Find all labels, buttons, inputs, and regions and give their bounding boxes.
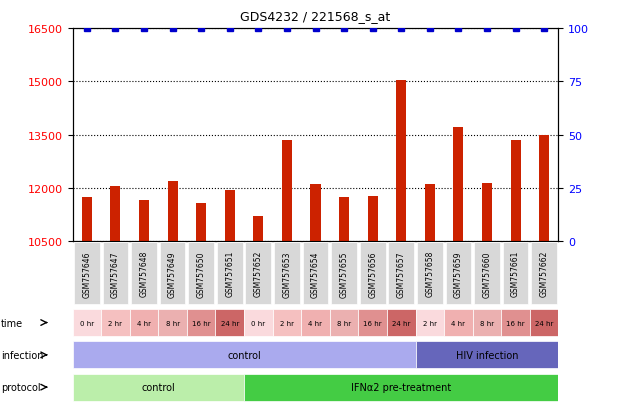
Text: 8 hr: 8 hr — [480, 320, 494, 326]
Text: GSM757657: GSM757657 — [397, 250, 406, 297]
FancyBboxPatch shape — [101, 309, 130, 336]
Text: GSM757654: GSM757654 — [311, 250, 320, 297]
Text: 24 hr: 24 hr — [535, 320, 553, 326]
Text: time: time — [1, 318, 23, 328]
FancyBboxPatch shape — [330, 309, 358, 336]
FancyBboxPatch shape — [73, 342, 416, 368]
FancyBboxPatch shape — [301, 309, 330, 336]
Text: GSM757656: GSM757656 — [368, 250, 377, 297]
Text: 4 hr: 4 hr — [309, 320, 322, 326]
Text: HIV infection: HIV infection — [456, 350, 518, 360]
Bar — [196, 203, 206, 413]
FancyBboxPatch shape — [501, 309, 530, 336]
Bar — [454, 128, 463, 413]
FancyBboxPatch shape — [244, 374, 558, 401]
Text: 8 hr: 8 hr — [337, 320, 351, 326]
FancyBboxPatch shape — [387, 309, 416, 336]
Bar — [139, 201, 149, 413]
Bar — [539, 135, 549, 413]
Text: GSM757650: GSM757650 — [197, 250, 206, 297]
Text: 24 hr: 24 hr — [221, 320, 239, 326]
FancyBboxPatch shape — [530, 309, 558, 336]
FancyBboxPatch shape — [273, 309, 301, 336]
Text: 2 hr: 2 hr — [280, 320, 294, 326]
Text: protocol: protocol — [1, 382, 41, 392]
Text: 0 hr: 0 hr — [80, 320, 94, 326]
Text: 2 hr: 2 hr — [109, 320, 122, 326]
Text: IFNα2 pre-treatment: IFNα2 pre-treatment — [351, 382, 451, 392]
FancyBboxPatch shape — [474, 243, 500, 304]
Text: 8 hr: 8 hr — [165, 320, 180, 326]
Text: GSM757646: GSM757646 — [83, 250, 91, 297]
Bar — [110, 187, 121, 413]
Text: 16 hr: 16 hr — [506, 320, 525, 326]
Text: 4 hr: 4 hr — [137, 320, 151, 326]
Text: control: control — [141, 382, 175, 392]
FancyBboxPatch shape — [74, 243, 100, 304]
FancyBboxPatch shape — [531, 243, 557, 304]
FancyBboxPatch shape — [303, 243, 328, 304]
FancyBboxPatch shape — [331, 243, 357, 304]
FancyBboxPatch shape — [245, 243, 271, 304]
Text: 0 hr: 0 hr — [251, 320, 266, 326]
FancyBboxPatch shape — [503, 243, 528, 304]
FancyBboxPatch shape — [473, 309, 501, 336]
Bar — [425, 185, 435, 413]
Text: 2 hr: 2 hr — [423, 320, 437, 326]
FancyBboxPatch shape — [188, 243, 214, 304]
Text: GSM757647: GSM757647 — [111, 250, 120, 297]
FancyBboxPatch shape — [215, 309, 244, 336]
Text: GSM757658: GSM757658 — [425, 250, 434, 297]
Text: 4 hr: 4 hr — [451, 320, 466, 326]
FancyBboxPatch shape — [274, 243, 300, 304]
FancyBboxPatch shape — [358, 309, 387, 336]
FancyBboxPatch shape — [445, 243, 471, 304]
FancyBboxPatch shape — [158, 309, 187, 336]
FancyBboxPatch shape — [73, 374, 244, 401]
Text: 16 hr: 16 hr — [363, 320, 382, 326]
Text: 24 hr: 24 hr — [392, 320, 410, 326]
Text: GSM757648: GSM757648 — [139, 250, 148, 297]
Text: infection: infection — [1, 350, 44, 360]
FancyBboxPatch shape — [444, 309, 473, 336]
FancyBboxPatch shape — [416, 342, 558, 368]
Text: 16 hr: 16 hr — [192, 320, 211, 326]
Bar — [168, 181, 177, 413]
Bar — [253, 217, 263, 413]
FancyBboxPatch shape — [187, 309, 215, 336]
Bar — [225, 190, 235, 413]
FancyBboxPatch shape — [130, 309, 158, 336]
Bar — [482, 183, 492, 413]
Text: GSM757649: GSM757649 — [168, 250, 177, 297]
FancyBboxPatch shape — [217, 243, 243, 304]
Text: GSM757659: GSM757659 — [454, 250, 463, 297]
Text: GSM757660: GSM757660 — [483, 250, 492, 297]
Bar — [368, 196, 378, 413]
Text: GDS4232 / 221568_s_at: GDS4232 / 221568_s_at — [240, 10, 391, 23]
FancyBboxPatch shape — [131, 243, 157, 304]
Bar — [282, 140, 292, 413]
Bar — [339, 197, 349, 413]
FancyBboxPatch shape — [244, 309, 273, 336]
Bar — [82, 197, 92, 413]
FancyBboxPatch shape — [417, 243, 443, 304]
FancyBboxPatch shape — [103, 243, 128, 304]
FancyBboxPatch shape — [360, 243, 386, 304]
Text: control: control — [227, 350, 261, 360]
FancyBboxPatch shape — [416, 309, 444, 336]
Text: GSM757662: GSM757662 — [540, 250, 548, 297]
FancyBboxPatch shape — [389, 243, 414, 304]
FancyBboxPatch shape — [160, 243, 186, 304]
Bar — [310, 185, 321, 413]
FancyBboxPatch shape — [73, 309, 101, 336]
Text: GSM757651: GSM757651 — [225, 250, 234, 297]
Bar — [396, 80, 406, 413]
Text: GSM757661: GSM757661 — [511, 250, 520, 297]
Text: GSM757653: GSM757653 — [283, 250, 292, 297]
Text: GSM757655: GSM757655 — [339, 250, 348, 297]
Text: GSM757652: GSM757652 — [254, 250, 263, 297]
Bar — [510, 140, 521, 413]
